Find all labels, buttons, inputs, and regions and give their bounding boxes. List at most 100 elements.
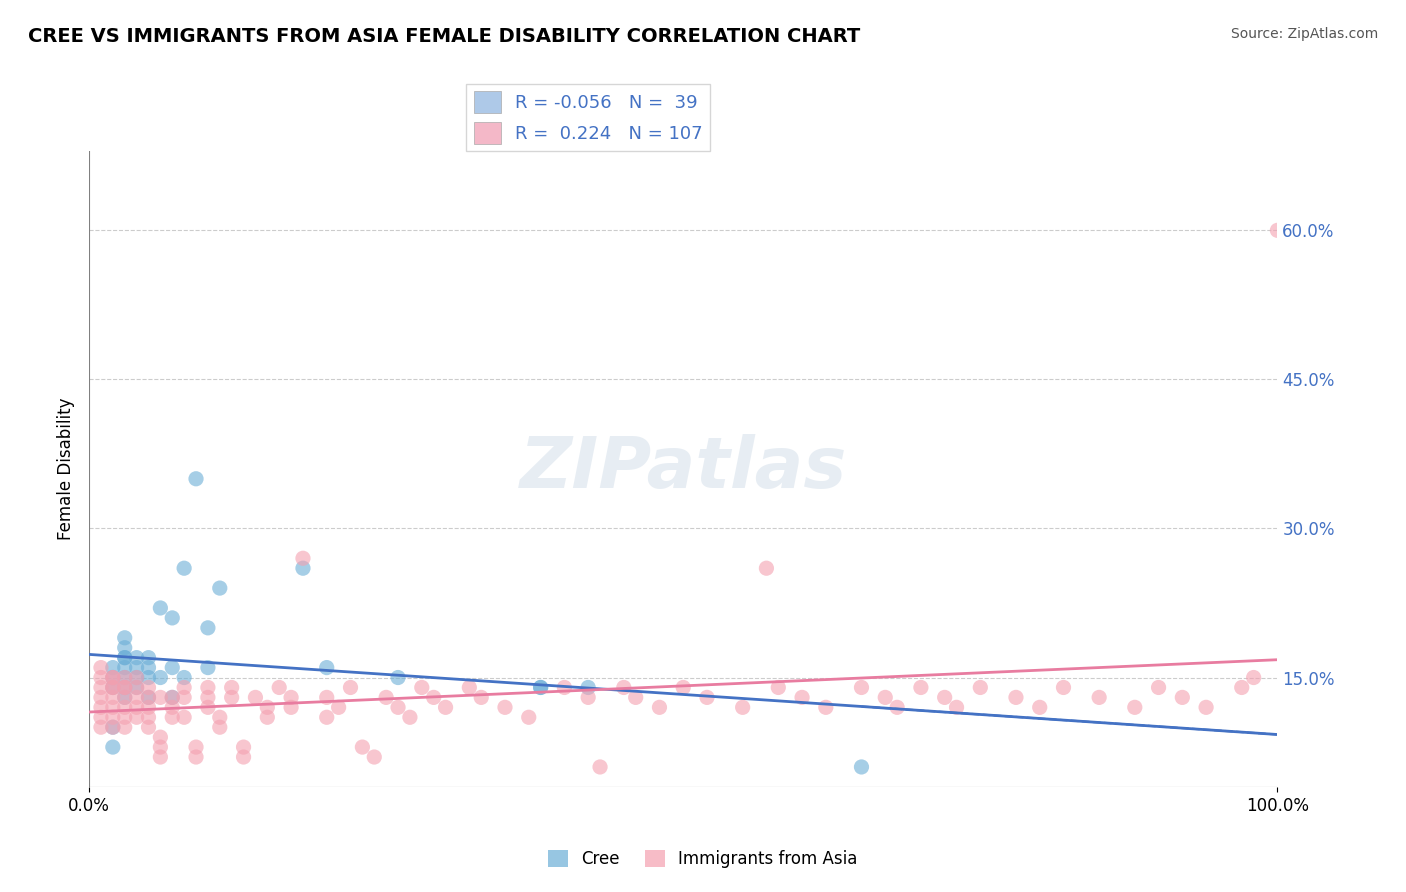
Point [530, 681, 553, 695]
Point [328, 700, 350, 714]
Point [291, 551, 314, 566]
Point [149, 671, 172, 685]
Point [138, 650, 160, 665]
Point [1005, 690, 1028, 705]
Point [114, 710, 136, 724]
Point [114, 671, 136, 685]
Point [352, 740, 374, 755]
Point [934, 690, 956, 705]
Point [280, 700, 302, 714]
Point [101, 710, 124, 724]
Point [851, 760, 873, 774]
Point [114, 660, 136, 674]
Point [197, 681, 219, 695]
Point [114, 681, 136, 695]
Point [101, 690, 124, 705]
Point [101, 700, 124, 714]
Point [291, 561, 314, 575]
Point [114, 631, 136, 645]
Point [173, 681, 195, 695]
Point [184, 750, 207, 764]
Y-axis label: Female Disability: Female Disability [58, 398, 75, 540]
Point [945, 700, 967, 714]
Legend: R = -0.056   N =  39, R =  0.224   N = 107: R = -0.056 N = 39, R = 0.224 N = 107 [467, 84, 710, 151]
Point [149, 750, 172, 764]
Point [553, 681, 575, 695]
Point [101, 720, 124, 734]
Point [90, 690, 112, 705]
Point [162, 690, 184, 705]
Point [90, 681, 112, 695]
Point [162, 660, 184, 674]
Point [125, 671, 148, 685]
Point [470, 690, 492, 705]
Point [90, 671, 112, 685]
Point [624, 690, 647, 705]
Point [696, 690, 718, 705]
Point [197, 700, 219, 714]
Legend: Cree, Immigrants from Asia: Cree, Immigrants from Asia [541, 843, 865, 875]
Point [1028, 700, 1050, 714]
Point [269, 681, 291, 695]
Point [851, 681, 873, 695]
Point [125, 710, 148, 724]
Point [101, 671, 124, 685]
Point [731, 700, 754, 714]
Point [315, 710, 337, 724]
Point [672, 681, 695, 695]
Point [1195, 700, 1218, 714]
Point [387, 700, 409, 714]
Point [114, 690, 136, 705]
Point [138, 671, 160, 685]
Point [114, 650, 136, 665]
Point [90, 700, 112, 714]
Point [969, 681, 991, 695]
Point [648, 700, 671, 714]
Point [197, 660, 219, 674]
Point [208, 710, 231, 724]
Point [125, 671, 148, 685]
Point [221, 690, 243, 705]
Point [101, 720, 124, 734]
Point [755, 561, 778, 575]
Point [1147, 681, 1170, 695]
Point [125, 700, 148, 714]
Point [589, 760, 612, 774]
Point [114, 671, 136, 685]
Point [363, 750, 385, 764]
Point [125, 660, 148, 674]
Point [184, 740, 207, 755]
Point [768, 681, 790, 695]
Point [875, 690, 897, 705]
Point [114, 690, 136, 705]
Point [138, 700, 160, 714]
Point [399, 710, 422, 724]
Point [208, 720, 231, 734]
Point [149, 690, 172, 705]
Point [114, 700, 136, 714]
Text: CREE VS IMMIGRANTS FROM ASIA FEMALE DISABILITY CORRELATION CHART: CREE VS IMMIGRANTS FROM ASIA FEMALE DISA… [28, 27, 860, 45]
Point [458, 681, 481, 695]
Point [1171, 690, 1194, 705]
Point [315, 690, 337, 705]
Point [256, 710, 278, 724]
Point [576, 690, 599, 705]
Point [387, 671, 409, 685]
Point [114, 720, 136, 734]
Point [184, 472, 207, 486]
Point [197, 621, 219, 635]
Text: Source: ZipAtlas.com: Source: ZipAtlas.com [1230, 27, 1378, 41]
Point [411, 681, 433, 695]
Point [162, 700, 184, 714]
Point [280, 690, 302, 705]
Point [125, 681, 148, 695]
Point [613, 681, 636, 695]
Point [576, 681, 599, 695]
Point [434, 700, 457, 714]
Point [422, 690, 444, 705]
Point [138, 681, 160, 695]
Point [245, 690, 267, 705]
Point [138, 720, 160, 734]
Point [101, 681, 124, 695]
Point [114, 640, 136, 655]
